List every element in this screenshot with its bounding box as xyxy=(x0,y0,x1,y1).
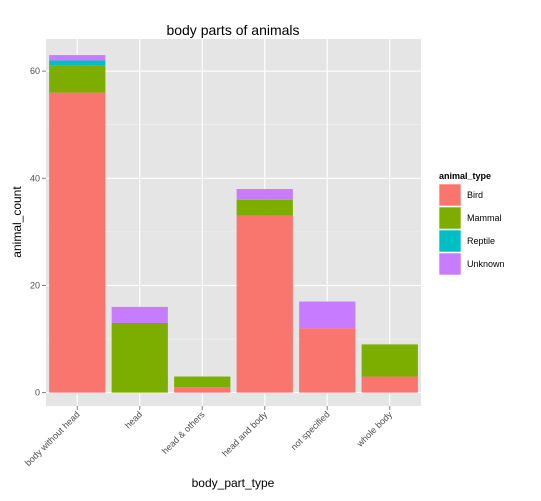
legend-items: Bird Mammal Reptile Unknown xyxy=(438,183,505,276)
x-axis: body without head head head & others head a… xyxy=(23,406,395,468)
minor-gridlines xyxy=(46,124,421,340)
legend-key xyxy=(438,229,462,253)
y-axis-label: animal_count xyxy=(10,186,24,258)
bar-segment xyxy=(111,322,168,393)
bar-segment xyxy=(236,189,293,200)
bars xyxy=(49,55,418,393)
x-axis-label: body_part_type xyxy=(192,476,275,490)
bar-segment xyxy=(236,215,293,393)
legend-label: Reptile xyxy=(467,236,495,246)
bar-segment xyxy=(49,92,106,393)
legend-key xyxy=(438,206,462,230)
bar-segment xyxy=(299,328,356,393)
legend-label: Unknown xyxy=(467,259,505,269)
legend-key xyxy=(438,252,462,276)
bar-segment xyxy=(174,376,231,388)
bar-segment xyxy=(236,199,293,216)
x-tick-label: whole body xyxy=(354,409,394,449)
bar-segment xyxy=(174,387,231,393)
panel-background xyxy=(46,39,421,406)
x-tick-label: body without head xyxy=(23,409,82,468)
legend-key xyxy=(438,183,462,207)
y-tick-label: 60 xyxy=(30,66,40,76)
y-tick-label: 40 xyxy=(30,173,40,183)
chart-title: body parts of animals xyxy=(166,22,299,38)
x-tick-label: head xyxy=(123,409,144,430)
bar-segment xyxy=(299,301,356,329)
x-tick-label: head & others xyxy=(160,409,207,456)
x-tick-label: not specified xyxy=(289,409,332,452)
legend-label: Mammal xyxy=(467,213,502,223)
bar-segment xyxy=(361,376,418,393)
y-tick-label: 0 xyxy=(35,388,40,398)
y-axis: 0 20 40 60 xyxy=(30,66,46,398)
bar-segment xyxy=(111,306,168,323)
legend-title: animal_type xyxy=(439,171,491,181)
bar-segment xyxy=(49,65,106,93)
bar-segment xyxy=(361,344,418,377)
y-tick-label: 20 xyxy=(30,280,40,290)
bar-segment xyxy=(49,60,106,66)
legend-label: Bird xyxy=(467,190,483,200)
legend: animal_type Bird Mammal Reptile Unknown xyxy=(438,171,505,276)
bar-segment xyxy=(49,55,106,61)
x-tick-label: head and body xyxy=(220,409,270,459)
